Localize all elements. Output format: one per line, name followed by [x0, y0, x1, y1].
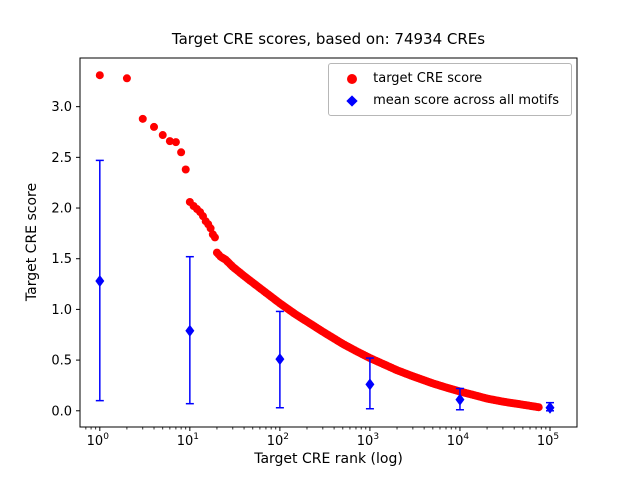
- svg-text:105: 105: [537, 432, 559, 449]
- svg-text:2.5: 2.5: [51, 151, 72, 166]
- blue-diamond-icon: [339, 94, 365, 107]
- svg-text:100: 100: [87, 432, 110, 449]
- svg-text:101: 101: [177, 432, 199, 449]
- x-major-ticks: 100 101 102 103 104 105: [87, 427, 559, 449]
- svg-text:0.5: 0.5: [51, 354, 72, 369]
- svg-text:104: 104: [447, 432, 470, 449]
- svg-text:1.5: 1.5: [51, 252, 72, 267]
- series-target-cre-score: [95, 71, 543, 412]
- y-ticks: 0.0 0.5 1.0 1.5 2.0 2.5 3.0: [51, 100, 80, 419]
- legend-entry-mean-score: mean score across all motifs: [339, 93, 559, 108]
- svg-text:2.0: 2.0: [51, 202, 72, 217]
- axes-box: [79, 57, 578, 428]
- x-minor-ticks: [85, 427, 547, 430]
- legend-entry-target-score: target CRE score: [339, 71, 559, 86]
- legend: target CRE score mean score across all m…: [328, 63, 572, 116]
- legend-label: mean score across all motifs: [373, 93, 559, 108]
- red-dot-icon: [339, 73, 365, 84]
- svg-text:3.0: 3.0: [51, 100, 72, 115]
- series-mean-score: [95, 159, 555, 414]
- svg-text:0.0: 0.0: [51, 404, 72, 419]
- chart-title: Target CRE scores, based on: 74934 CREs: [171, 30, 486, 48]
- svg-text:103: 103: [357, 432, 379, 449]
- svg-text:1.0: 1.0: [51, 303, 72, 318]
- svg-text:102: 102: [267, 432, 289, 449]
- legend-label: target CRE score: [373, 71, 483, 86]
- x-axis-label: Target CRE rank (log): [254, 451, 403, 467]
